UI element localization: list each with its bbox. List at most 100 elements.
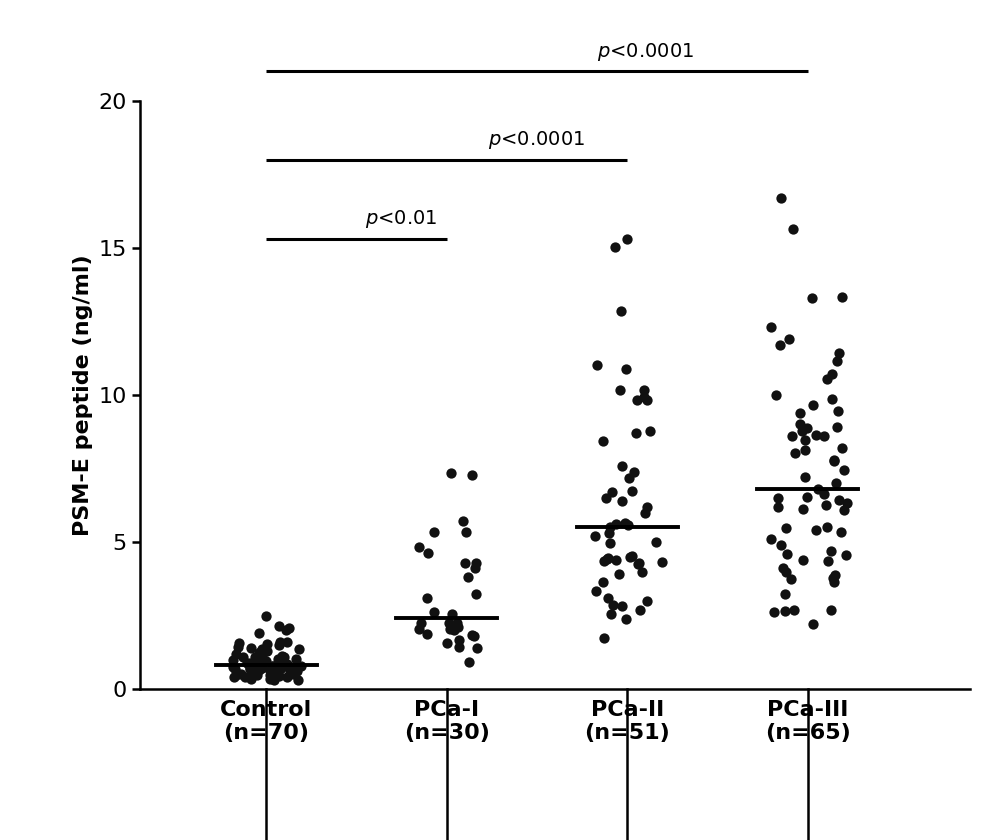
Point (443, 466, 459, 480)
Point (264, 659, 280, 673)
Point (826, 454, 842, 467)
Point (818, 498, 834, 512)
Text: $\it{p}$<0.0001: $\it{p}$<0.0001 (488, 129, 586, 150)
Point (602, 537, 618, 550)
Point (233, 668, 249, 681)
Point (810, 482, 826, 496)
Point (235, 650, 251, 664)
Point (786, 603, 802, 617)
Point (426, 606, 442, 619)
Point (781, 333, 797, 346)
Point (601, 527, 617, 540)
Point (819, 372, 835, 386)
Point (783, 572, 799, 585)
Point (262, 663, 278, 676)
Point (634, 564, 650, 578)
Point (784, 429, 800, 443)
Point (617, 516, 633, 529)
Point (778, 522, 794, 535)
Point (242, 659, 258, 672)
Point (834, 441, 850, 454)
Point (237, 670, 253, 684)
Point (276, 651, 292, 664)
Point (251, 650, 267, 664)
Point (598, 491, 614, 505)
Point (836, 503, 852, 517)
Point (612, 384, 628, 397)
Point (770, 500, 786, 513)
Point (619, 233, 635, 246)
Point (254, 662, 270, 675)
Point (254, 643, 270, 656)
Point (827, 569, 843, 582)
Point (775, 562, 791, 575)
Point (834, 291, 850, 304)
Point (225, 660, 241, 674)
Point (228, 669, 244, 682)
Point (411, 622, 427, 635)
Point (622, 551, 638, 564)
Point (836, 463, 852, 476)
Point (439, 637, 455, 650)
Point (828, 476, 844, 490)
Point (639, 500, 655, 513)
Point (262, 672, 278, 685)
Point (816, 487, 832, 501)
Point (829, 354, 845, 367)
Point (595, 434, 611, 448)
Point (275, 658, 291, 671)
Point (455, 514, 471, 528)
Point (287, 663, 303, 676)
Point (629, 393, 645, 407)
Point (278, 623, 294, 637)
Point (259, 644, 275, 658)
Point (252, 662, 268, 675)
Text: $\it{p}$<0.01: $\it{p}$<0.01 (365, 208, 438, 230)
Point (831, 493, 847, 507)
Point (630, 557, 646, 570)
Point (252, 645, 268, 659)
Point (458, 526, 474, 539)
Point (614, 599, 630, 612)
Point (795, 553, 811, 566)
Point (805, 399, 821, 412)
Point (293, 659, 309, 672)
Point (779, 547, 795, 560)
Point (838, 549, 854, 562)
Point (797, 444, 813, 457)
Point (272, 636, 288, 649)
Point (777, 605, 793, 618)
Point (777, 587, 793, 601)
Point (631, 556, 647, 570)
Point (621, 471, 637, 485)
Point (773, 538, 789, 552)
Point (805, 617, 821, 631)
Point (227, 662, 243, 675)
Point (265, 659, 281, 672)
Point (797, 470, 813, 484)
Point (829, 420, 845, 433)
Point (587, 529, 603, 543)
Point (281, 622, 297, 635)
Point (785, 223, 801, 236)
Point (602, 520, 618, 534)
Point (770, 491, 786, 505)
Point (262, 669, 278, 682)
Point (825, 571, 841, 585)
Point (605, 598, 621, 612)
Point (461, 655, 477, 669)
Point (636, 391, 652, 404)
Point (603, 607, 619, 621)
Point (258, 654, 274, 668)
Point (624, 549, 640, 563)
Point (258, 609, 274, 622)
Point (254, 650, 270, 664)
Point (450, 621, 466, 634)
Point (816, 429, 832, 443)
Point (460, 570, 476, 584)
Point (231, 637, 247, 650)
Point (228, 648, 244, 661)
Point (637, 507, 653, 520)
Point (614, 459, 630, 473)
Point (642, 424, 658, 438)
